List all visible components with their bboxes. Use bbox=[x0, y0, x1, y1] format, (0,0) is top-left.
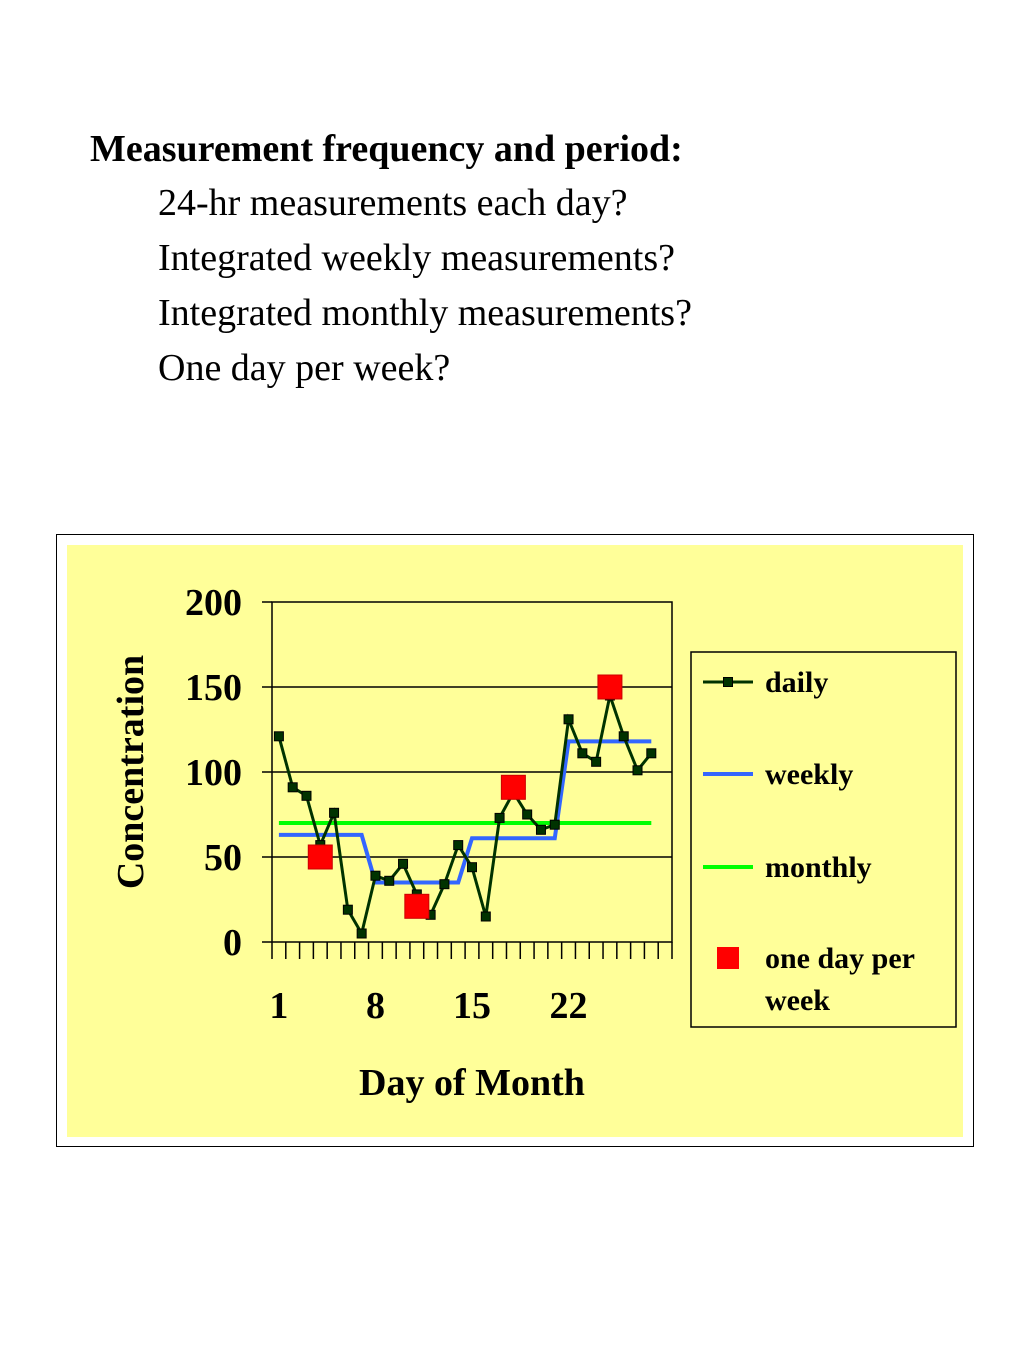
chart-frame: 0 50 100 150 200 1 8 15 22 Day of Month Concent… bbox=[56, 534, 974, 1147]
concentration-chart: 0 50 100 150 200 1 8 15 22 Day of Month Concent… bbox=[67, 545, 963, 1137]
daily-point bbox=[467, 862, 477, 873]
x-axis-title: Day of Month bbox=[359, 1062, 585, 1104]
question-list: 24-hr measurements each day? Integrated … bbox=[90, 176, 692, 396]
weekly-series bbox=[278, 739, 652, 885]
daily-point bbox=[329, 807, 340, 818]
one-day-point bbox=[404, 893, 430, 919]
legend-label-one-day-line1: one day per bbox=[765, 942, 915, 975]
daily-point bbox=[646, 748, 657, 759]
daily-point bbox=[356, 928, 367, 939]
y-tick-label-150: 150 bbox=[185, 667, 242, 709]
daily-point bbox=[273, 731, 284, 742]
slide-text: Measurement frequency and period: 24-hr … bbox=[90, 122, 692, 396]
daily-point bbox=[398, 858, 409, 869]
x-tick-label-8: 8 bbox=[366, 985, 385, 1027]
question-item-one-day: One day per week? bbox=[158, 347, 451, 389]
legend-label-daily: daily bbox=[765, 666, 828, 699]
y-tick-label-0: 0 bbox=[223, 922, 242, 964]
y-tick-label-100: 100 bbox=[185, 752, 242, 794]
daily-point bbox=[549, 819, 560, 830]
daily-point bbox=[577, 748, 588, 759]
y-axis-title: Concentration bbox=[110, 655, 152, 889]
daily-point bbox=[494, 812, 505, 823]
daily-point bbox=[287, 782, 298, 793]
daily-point bbox=[480, 911, 491, 922]
x-tick-labels: 1 8 15 22 bbox=[269, 985, 587, 1027]
one-day-point bbox=[500, 774, 526, 800]
daily-line bbox=[277, 689, 653, 938]
slide-heading: Measurement frequency and period: bbox=[90, 128, 683, 170]
daily-point bbox=[535, 824, 546, 835]
legend: daily weekly monthly one day per week bbox=[690, 651, 957, 1028]
legend-label-monthly: monthly bbox=[765, 851, 872, 884]
x-tick-label-22: 22 bbox=[550, 985, 588, 1027]
x-tick-label-15: 15 bbox=[453, 985, 491, 1027]
question-item-monthly: Integrated monthly measurements? bbox=[158, 292, 692, 334]
axes bbox=[262, 601, 673, 959]
one-day-per-week-series bbox=[307, 674, 623, 919]
legend-daily-marker-sample bbox=[723, 677, 733, 687]
legend-label-one-day-line2: week bbox=[765, 984, 830, 1017]
y-tick-labels: 0 50 100 150 200 bbox=[185, 582, 242, 964]
question-item-daily: 24-hr measurements each day? bbox=[158, 182, 628, 224]
legend-one-day-sample bbox=[717, 947, 739, 969]
daily-point bbox=[439, 879, 450, 890]
y-tick-label-200: 200 bbox=[185, 582, 242, 624]
y-tick-label-50: 50 bbox=[204, 837, 242, 879]
daily-point bbox=[591, 756, 602, 767]
question-item-weekly: Integrated weekly measurements? bbox=[158, 237, 675, 279]
daily-point bbox=[632, 765, 643, 776]
weekly-line bbox=[278, 739, 652, 885]
daily-point bbox=[522, 809, 533, 820]
daily-point bbox=[618, 731, 629, 742]
daily-point bbox=[342, 904, 353, 915]
one-day-point bbox=[597, 674, 623, 700]
daily-point bbox=[370, 870, 381, 881]
x-tick-label-1: 1 bbox=[269, 985, 288, 1027]
daily-point bbox=[384, 875, 395, 886]
daily-point bbox=[301, 790, 312, 801]
legend-label-one-day: one day per week bbox=[765, 942, 915, 1017]
daily-point bbox=[563, 714, 574, 725]
daily-point bbox=[453, 840, 464, 851]
one-day-point bbox=[307, 844, 333, 870]
legend-label-weekly: weekly bbox=[765, 758, 853, 791]
